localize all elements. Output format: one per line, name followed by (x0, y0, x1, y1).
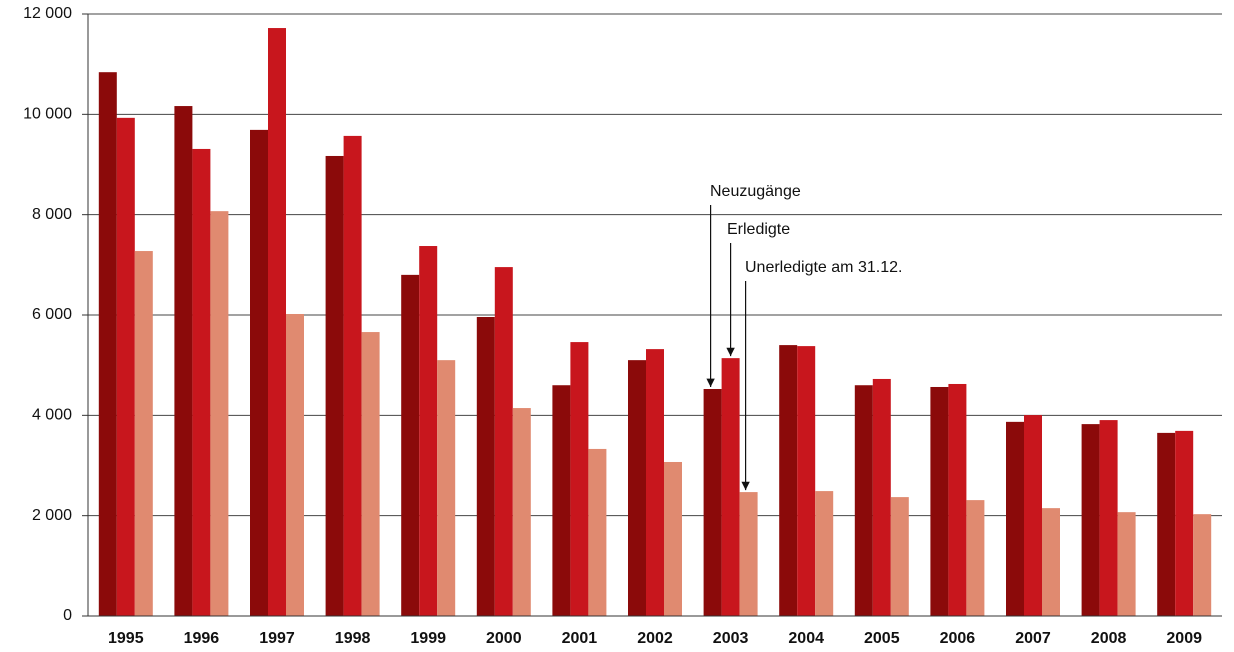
bar (570, 342, 589, 616)
legend-label: Erledigte (727, 221, 790, 238)
bar (286, 313, 304, 616)
y-tick-label: 0 (63, 607, 72, 624)
x-tick-label: 1995 (108, 630, 144, 647)
bar (1024, 415, 1042, 616)
bar (476, 317, 495, 616)
x-tick-label: 2009 (1166, 630, 1202, 647)
legend-label: Unerledigte am 31.12. (745, 259, 902, 276)
bar (401, 274, 420, 616)
bar (1006, 421, 1024, 616)
bar (343, 135, 362, 616)
bar (1042, 508, 1060, 616)
bar (1175, 430, 1194, 616)
legend-label: Neuzugänge (710, 183, 801, 200)
bar (930, 386, 949, 616)
bar (721, 358, 740, 616)
bar (854, 385, 873, 616)
y-tick-label: 4 000 (32, 407, 72, 424)
bar (361, 332, 380, 616)
x-tick-label: 1998 (335, 630, 371, 647)
bar (779, 345, 798, 616)
bar (419, 246, 438, 617)
bar (1193, 514, 1212, 616)
x-tick-label: 2005 (864, 630, 900, 647)
bar (192, 148, 211, 616)
bar (739, 492, 758, 616)
bar (890, 497, 909, 616)
x-tick-label: 1996 (184, 630, 220, 647)
bar (797, 346, 816, 616)
bar (268, 28, 286, 616)
bar (210, 211, 229, 616)
bar (1157, 432, 1176, 616)
x-tick-label: 1999 (410, 630, 446, 647)
bar (664, 461, 682, 616)
y-tick-label: 8 000 (32, 206, 72, 223)
bar (494, 267, 513, 616)
bar (98, 72, 117, 616)
bar (872, 378, 891, 616)
bar (134, 251, 153, 616)
x-tick-label: 2007 (1015, 630, 1051, 647)
x-tick-label: 2004 (788, 630, 824, 647)
x-tick-label: 2006 (940, 630, 976, 647)
bar (1081, 424, 1100, 616)
bar (552, 385, 571, 616)
bar (628, 360, 646, 616)
bar (437, 360, 456, 616)
bar (966, 500, 985, 616)
bar (646, 349, 664, 616)
x-tick-label: 2001 (562, 630, 598, 647)
y-tick-label: 6 000 (32, 306, 72, 323)
bar (512, 408, 531, 616)
x-tick-label: 2008 (1091, 630, 1127, 647)
y-tick-label: 2 000 (32, 507, 72, 524)
bar (703, 388, 722, 616)
bar (815, 491, 834, 616)
y-tick-label: 10 000 (23, 106, 72, 123)
x-tick-label: 2002 (637, 630, 673, 647)
label-bg (700, 180, 830, 208)
y-tick-label: 12 000 (23, 5, 72, 22)
bar (250, 129, 268, 616)
bar (325, 155, 344, 616)
x-tick-label: 1997 (259, 630, 295, 647)
x-tick-label: 2003 (713, 630, 749, 647)
bar (948, 383, 967, 616)
bar (1117, 512, 1136, 616)
bar (174, 106, 193, 616)
bar (588, 448, 607, 616)
x-tick-label: 2000 (486, 630, 522, 647)
bar (116, 117, 135, 616)
bar (1099, 420, 1118, 616)
